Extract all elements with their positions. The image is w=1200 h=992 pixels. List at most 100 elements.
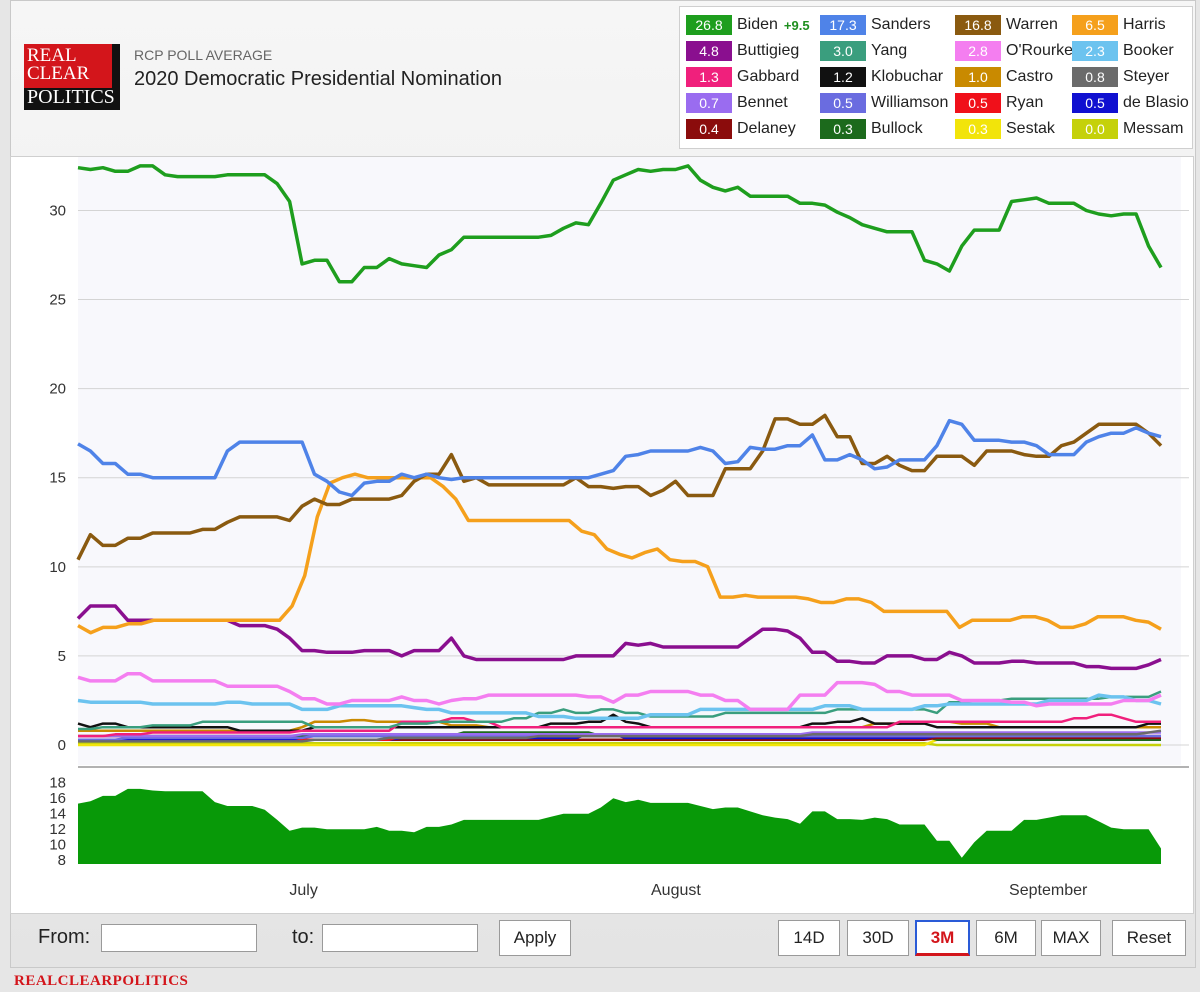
spread-y-tick-label: 8	[58, 852, 66, 869]
legend-item[interactable]: 2.8 O'Rourke	[955, 41, 1073, 61]
legend-candidate-name: de Blasio	[1123, 94, 1189, 111]
legend-item[interactable]: 0.4 Delaney	[686, 119, 796, 139]
spread-y-tick-label: 12	[49, 821, 66, 838]
legend-value-badge: 2.8	[955, 41, 1001, 61]
to-date-input[interactable]	[322, 924, 478, 952]
legend-value-badge: 0.8	[1072, 67, 1118, 87]
legend-value-badge: 1.0	[955, 67, 1001, 87]
legend-item[interactable]: 0.5 de Blasio	[1072, 93, 1189, 113]
range-button-3m[interactable]: 3M	[915, 920, 970, 956]
range-button-max[interactable]: MAX	[1041, 920, 1101, 956]
spread-y-tick-label: 14	[49, 806, 66, 823]
legend-item[interactable]: 17.3 Sanders	[820, 15, 931, 35]
y-tick-label: 5	[58, 648, 66, 665]
legend-value-badge: 0.3	[820, 119, 866, 139]
legend-candidate-name: Yang	[871, 42, 908, 59]
legend-value-badge: 3.0	[820, 41, 866, 61]
legend-candidate-name: Ryan	[1006, 94, 1044, 111]
from-date-input[interactable]	[101, 924, 257, 952]
legend-value-badge: 0.0	[1072, 119, 1118, 139]
y-tick-label: 15	[49, 470, 66, 487]
legend-candidate-name: Gabbard	[737, 68, 800, 85]
from-label: From:	[38, 926, 91, 948]
legend-item[interactable]: 0.5 Ryan	[955, 93, 1043, 113]
logo-line-3: POLITICS	[27, 86, 115, 108]
series-line-steyer	[78, 729, 1162, 743]
legend-candidate-name: Steyer	[1123, 68, 1170, 85]
legend-value-badge: 0.4	[686, 119, 732, 139]
spread-y-tick-label: 10	[49, 837, 66, 854]
legend-item[interactable]: 16.8 Warren	[955, 15, 1058, 35]
series-line-gabbard	[78, 713, 1161, 738]
legend-item[interactable]: 3.0 Yang	[820, 41, 907, 61]
legend-value-badge: 0.5	[955, 93, 1001, 113]
to-label: to:	[292, 926, 315, 948]
legend-item[interactable]: 1.0 Castro	[955, 67, 1053, 87]
legend-value-badge: 0.7	[686, 93, 732, 113]
range-button-30d[interactable]: 30D	[847, 920, 909, 956]
legend-candidate-name: Buttigieg	[737, 42, 800, 59]
y-tick-label: 25	[49, 292, 66, 309]
candidate-legend: 26.8 Biden +9.5 17.3 Sanders 16.8 Warren 6.5 Har…	[679, 6, 1193, 149]
legend-value-badge: 6.5	[1072, 15, 1118, 35]
legend-item[interactable]: 1.3 Gabbard	[686, 67, 799, 87]
legend-candidate-name: Messam	[1123, 120, 1184, 137]
series-line-biden	[77, 164, 1163, 284]
legend-candidate-name: Sestak	[1006, 120, 1055, 137]
logo-line-1: REAL	[27, 45, 77, 66]
series-line-booker	[77, 693, 1162, 721]
y-tick-label: 30	[49, 202, 66, 219]
legend-item[interactable]: 6.5 Harris	[1072, 15, 1166, 35]
y-tick-label: 10	[49, 559, 66, 576]
range-button-6m[interactable]: 6M	[976, 920, 1036, 956]
legend-value-badge: 2.3	[1072, 41, 1118, 61]
legend-candidate-name: Castro	[1006, 68, 1054, 85]
legend-value-badge: 1.2	[820, 67, 866, 87]
spread-y-tick-label: 16	[49, 790, 66, 807]
apply-button[interactable]: Apply	[499, 920, 571, 956]
legend-item[interactable]: 26.8 Biden +9.5	[686, 15, 810, 35]
legend-value-badge: 0.5	[1072, 93, 1118, 113]
poll-average-kicker: RCP POLL AVERAGE	[134, 47, 273, 63]
y-tick-label: 20	[49, 381, 66, 398]
page-title: 2020 Democratic Presidential Nomination	[134, 68, 502, 90]
chart-plot-area: 0 5 10 15 20 25 30 8 10 12 14 16 18 July August Septemb…	[10, 156, 1194, 914]
legend-candidate-name: Harris	[1123, 16, 1166, 33]
range-button-14d[interactable]: 14D	[778, 920, 840, 956]
x-axis-month-label: August	[651, 882, 701, 899]
series-line-sanders	[77, 418, 1162, 498]
reset-button[interactable]: Reset	[1112, 920, 1186, 956]
legend-item[interactable]: 2.3 Booker	[1072, 41, 1174, 61]
legend-candidate-name: Bennet	[737, 94, 788, 111]
logo-line-2: CLEAR	[27, 63, 90, 84]
y-tick-label: 0	[58, 737, 66, 754]
legend-value-badge: 26.8	[686, 15, 732, 35]
series-line-o-rourke	[77, 671, 1162, 712]
legend-value-badge: 0.3	[955, 119, 1001, 139]
legend-item[interactable]: 0.7 Bennet	[686, 93, 788, 113]
legend-value-badge: 4.8	[686, 41, 732, 61]
legend-candidate-name: Sanders	[871, 16, 931, 33]
legend-candidate-name: Delaney	[737, 120, 796, 137]
legend-candidate-name: Booker	[1123, 42, 1174, 59]
series-line-buttigieg	[76, 604, 1162, 671]
x-axis-month-label: July	[289, 882, 317, 899]
legend-value-badge: 17.3	[820, 15, 866, 35]
series-line-harris	[77, 472, 1162, 635]
legend-item[interactable]: 0.8 Steyer	[1072, 67, 1169, 87]
legend-item[interactable]: 0.0 Messam	[1072, 119, 1183, 139]
spread-area	[78, 788, 1161, 864]
legend-item[interactable]: 0.5 Williamson	[820, 93, 948, 113]
series-line-messam	[78, 741, 1161, 747]
legend-value-badge: 16.8	[955, 15, 1001, 35]
legend-item[interactable]: 0.3 Bullock	[820, 119, 923, 139]
series-line-bennet	[78, 731, 1161, 738]
legend-item[interactable]: 1.2 Klobuchar	[820, 67, 943, 87]
footer-brand: REALCLEARPOLITICS	[14, 973, 189, 989]
legend-candidate-name: Warren	[1006, 16, 1058, 33]
legend-item[interactable]: 4.8 Buttigieg	[686, 41, 799, 61]
legend-spread: +9.5	[783, 17, 810, 33]
legend-value-badge: 0.5	[820, 93, 866, 113]
legend-item[interactable]: 0.3 Sestak	[955, 119, 1055, 139]
